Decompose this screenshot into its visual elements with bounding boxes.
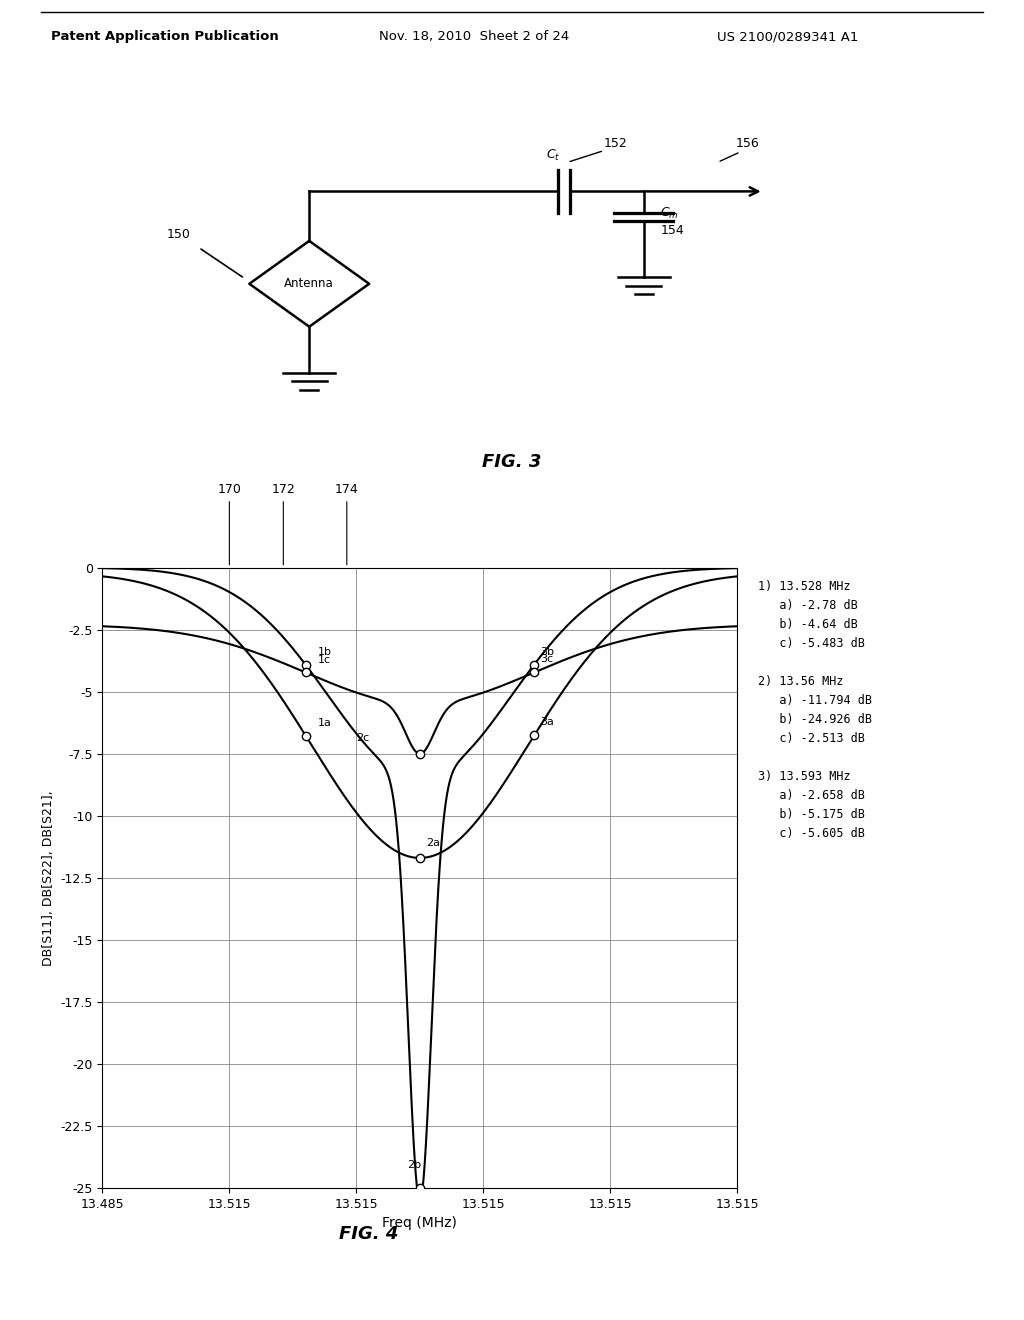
Text: 172: 172 (271, 483, 295, 565)
Text: 1c: 1c (318, 655, 332, 664)
Text: Patent Application Publication: Patent Application Publication (51, 30, 279, 44)
Text: 2a: 2a (426, 837, 440, 847)
Text: $C_m$: $C_m$ (660, 206, 679, 220)
Text: 174: 174 (335, 483, 358, 565)
Text: 154: 154 (660, 224, 684, 238)
Text: $C_t$: $C_t$ (546, 148, 561, 162)
Text: 3b: 3b (541, 647, 554, 656)
Text: 2b: 2b (408, 1160, 421, 1170)
Y-axis label: DB[S11], DB[S22], DB[S21],: DB[S11], DB[S22], DB[S21], (42, 789, 54, 966)
Text: 3c: 3c (541, 655, 554, 664)
Text: 152: 152 (604, 137, 628, 150)
Text: 3a: 3a (541, 717, 554, 727)
Text: FIG. 3: FIG. 3 (482, 453, 542, 471)
Text: 1b: 1b (318, 647, 332, 657)
Text: FIG. 4: FIG. 4 (339, 1225, 398, 1243)
Text: US 2100/0289341 A1: US 2100/0289341 A1 (717, 30, 858, 44)
Text: 170: 170 (217, 483, 242, 565)
Text: 150: 150 (167, 227, 190, 240)
Text: Antenna: Antenna (285, 277, 334, 290)
Text: 2c: 2c (356, 734, 370, 743)
Text: 156: 156 (736, 137, 760, 150)
Text: 1) 13.528 MHz
   a) -2.78 dB
   b) -4.64 dB
   c) -5.483 dB

2) 13.56 MHz
   a) : 1) 13.528 MHz a) -2.78 dB b) -4.64 dB c)… (758, 579, 871, 840)
X-axis label: Freq (MHz): Freq (MHz) (382, 1216, 458, 1230)
Text: 1a: 1a (318, 718, 332, 727)
Text: Nov. 18, 2010  Sheet 2 of 24: Nov. 18, 2010 Sheet 2 of 24 (379, 30, 569, 44)
